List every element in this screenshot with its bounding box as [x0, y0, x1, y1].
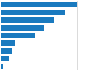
Bar — [1, 40, 15, 46]
Bar — [1, 64, 3, 69]
Bar — [1, 33, 35, 38]
Bar — [1, 48, 12, 54]
Bar — [1, 2, 77, 7]
Bar — [1, 17, 54, 23]
Bar — [1, 56, 9, 61]
Bar — [1, 25, 44, 31]
Bar — [1, 10, 65, 15]
